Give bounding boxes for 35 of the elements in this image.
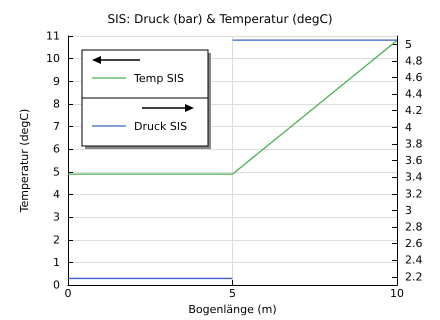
x-axis-title: Bogenlänge (m) (188, 303, 277, 316)
y-tick-label: 1 (53, 256, 60, 269)
y-tick-label: 11 (46, 30, 60, 42)
y-tick-label: 9 (53, 74, 60, 88)
x-tick-label: 0 (64, 287, 72, 300)
y2-tick-label: 3.6 (405, 154, 422, 168)
y2-tick-label: 4.6 (405, 71, 422, 84)
y-tick-label: 4 (53, 188, 60, 202)
y2-tick-label: 3.4 (405, 170, 422, 184)
x-tick-label: 5 (229, 287, 236, 300)
y-tick-label: 10 (46, 52, 60, 66)
y2-tick-label: 2.6 (405, 237, 422, 250)
y2-tick-label: 2.4 (405, 254, 422, 267)
legend-label: Temp SIS (133, 72, 184, 85)
y-tick-label: 6 (53, 142, 60, 156)
y2-tick-label: 3.2 (405, 187, 422, 200)
x-tick-label: 10 (390, 287, 404, 300)
y2-tick-label: 4 (405, 120, 412, 134)
y-tick-label: 2 (53, 233, 60, 246)
y2-tick-label: 3 (405, 204, 412, 217)
y2-tick-label: 4.2 (405, 104, 422, 118)
chart-title: SIS: Druck (bar) & Temperatur (degC) (107, 12, 333, 26)
y-tick-label: 7 (53, 120, 60, 134)
y2-tick-label: 3.8 (405, 137, 422, 150)
y-tick-label: 0 (53, 278, 60, 292)
y2-tick-label: 4.8 (405, 54, 422, 68)
y-tick-label: 3 (53, 210, 60, 224)
y2-tick-label: 4.4 (405, 88, 422, 101)
y2-tick-label: 2.2 (405, 270, 422, 284)
y2-tick-label: 5 (405, 38, 412, 51)
y-axis-title: Temperatur (degC) (18, 108, 31, 214)
legend-label: Druck SIS (134, 120, 188, 133)
y2-tick-label: 2.8 (405, 220, 422, 234)
y-tick-label: 8 (53, 97, 60, 110)
y-tick-label: 5 (53, 165, 60, 178)
